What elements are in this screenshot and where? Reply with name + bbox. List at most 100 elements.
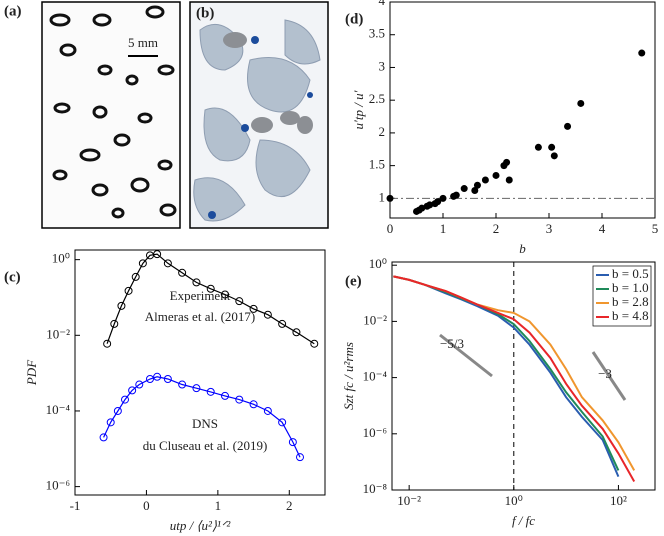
series-line bbox=[393, 275, 620, 471]
y-tick-label: 10⁻⁸ bbox=[363, 481, 388, 496]
slope-guide bbox=[439, 333, 493, 378]
y-axis-label: u′tp / u′ bbox=[351, 90, 366, 129]
annotation: DNS bbox=[192, 416, 218, 431]
marker bbox=[263, 310, 272, 319]
marker bbox=[124, 286, 133, 295]
series-line bbox=[393, 275, 620, 477]
series-line bbox=[103, 376, 301, 458]
annotation: Almeras et al. (2017) bbox=[145, 309, 255, 324]
plot-frame bbox=[389, 1, 656, 219]
point bbox=[534, 143, 542, 151]
point bbox=[564, 122, 572, 130]
marker bbox=[117, 301, 126, 310]
y-tick-label: 10⁻² bbox=[363, 312, 387, 327]
image-a: 5 mm (a) bbox=[4, 1, 181, 229]
marker bbox=[121, 395, 129, 404]
marker bbox=[288, 438, 297, 447]
marker bbox=[106, 418, 115, 427]
marker bbox=[292, 328, 301, 337]
marker bbox=[296, 453, 304, 462]
series-line bbox=[393, 275, 636, 482]
point bbox=[452, 191, 460, 199]
marker bbox=[153, 372, 162, 381]
x-tick-label: 10⁻² bbox=[397, 493, 421, 508]
x-tick-label: -1 bbox=[70, 498, 81, 513]
slope-guide bbox=[591, 351, 627, 401]
point bbox=[386, 194, 394, 202]
legend-label: b = 0.5 bbox=[612, 266, 649, 281]
x-tick-label: 2 bbox=[286, 498, 293, 513]
marker bbox=[278, 319, 287, 328]
x-tick-label: 0 bbox=[387, 221, 394, 236]
y-tick-label: 3.5 bbox=[369, 26, 385, 41]
panel-label: (b) bbox=[196, 5, 214, 21]
annotation: du Cluseau et al. (2019) bbox=[143, 438, 268, 453]
point bbox=[434, 198, 442, 206]
legend-label: b = 1.0 bbox=[612, 280, 649, 295]
marker bbox=[249, 304, 258, 313]
point bbox=[418, 204, 426, 212]
annotation: Experiment bbox=[170, 288, 231, 303]
x-tick-label: 1 bbox=[440, 221, 447, 236]
marker bbox=[249, 400, 258, 409]
plot-frame bbox=[74, 249, 326, 496]
point bbox=[503, 158, 511, 166]
point bbox=[473, 181, 481, 189]
x-axis-label: f / fc bbox=[512, 513, 535, 528]
annotation: −5/3 bbox=[440, 336, 464, 351]
point bbox=[638, 49, 646, 57]
legend-label: b = 4.8 bbox=[612, 308, 649, 323]
marker bbox=[103, 339, 112, 348]
y-tick-label: 10⁰ bbox=[369, 256, 387, 271]
y-tick-label: 10⁻⁴ bbox=[363, 369, 388, 384]
series-line bbox=[106, 253, 315, 345]
marker bbox=[221, 391, 229, 400]
marker bbox=[146, 374, 154, 383]
x-tick-label: 10² bbox=[610, 493, 627, 508]
image-b: (b) bbox=[189, 1, 329, 229]
point bbox=[548, 143, 556, 151]
y-tick-label: 10⁻⁴ bbox=[46, 402, 71, 417]
annotation: −3 bbox=[598, 366, 612, 381]
point bbox=[439, 194, 447, 202]
x-axis-label: utp / ⟨u²⟩¹ᐟ² bbox=[170, 518, 232, 533]
panel-label: (a) bbox=[4, 3, 22, 19]
y-axis-label: PDF bbox=[24, 359, 39, 386]
marker bbox=[113, 406, 122, 415]
point bbox=[550, 152, 558, 160]
marker bbox=[192, 278, 201, 287]
point bbox=[492, 171, 500, 179]
y-tick-label: 1 bbox=[379, 189, 386, 204]
marker bbox=[138, 259, 147, 268]
y-tick-label: 2 bbox=[379, 124, 386, 139]
y-tick-label: 10⁰ bbox=[52, 251, 70, 266]
panel-label: (c) bbox=[4, 269, 21, 285]
y-tick-label: 10⁻⁶ bbox=[363, 425, 387, 440]
point bbox=[481, 176, 489, 184]
x-tick-label: 10⁰ bbox=[505, 493, 523, 508]
x-tick-label: 0 bbox=[143, 498, 150, 513]
panel-label: (d) bbox=[345, 11, 363, 27]
marker bbox=[310, 339, 319, 348]
point bbox=[460, 185, 468, 193]
y-tick-label: 10⁻⁶ bbox=[46, 478, 70, 493]
x-tick-label: 2 bbox=[493, 221, 500, 236]
marker bbox=[221, 290, 229, 299]
marker bbox=[99, 433, 108, 442]
marker bbox=[206, 387, 215, 396]
marker bbox=[163, 374, 172, 383]
y-tick-label: 10⁻² bbox=[46, 326, 70, 341]
panel-label: (e) bbox=[345, 273, 362, 289]
marker bbox=[206, 284, 215, 293]
point bbox=[577, 99, 585, 107]
marker bbox=[163, 259, 172, 268]
point bbox=[426, 201, 434, 209]
x-tick-label: 3 bbox=[546, 221, 553, 236]
marker bbox=[235, 297, 244, 306]
y-tick-label: 4 bbox=[379, 0, 386, 8]
marker bbox=[135, 380, 144, 389]
marker bbox=[131, 272, 140, 281]
point bbox=[471, 187, 479, 195]
marker bbox=[110, 319, 119, 328]
